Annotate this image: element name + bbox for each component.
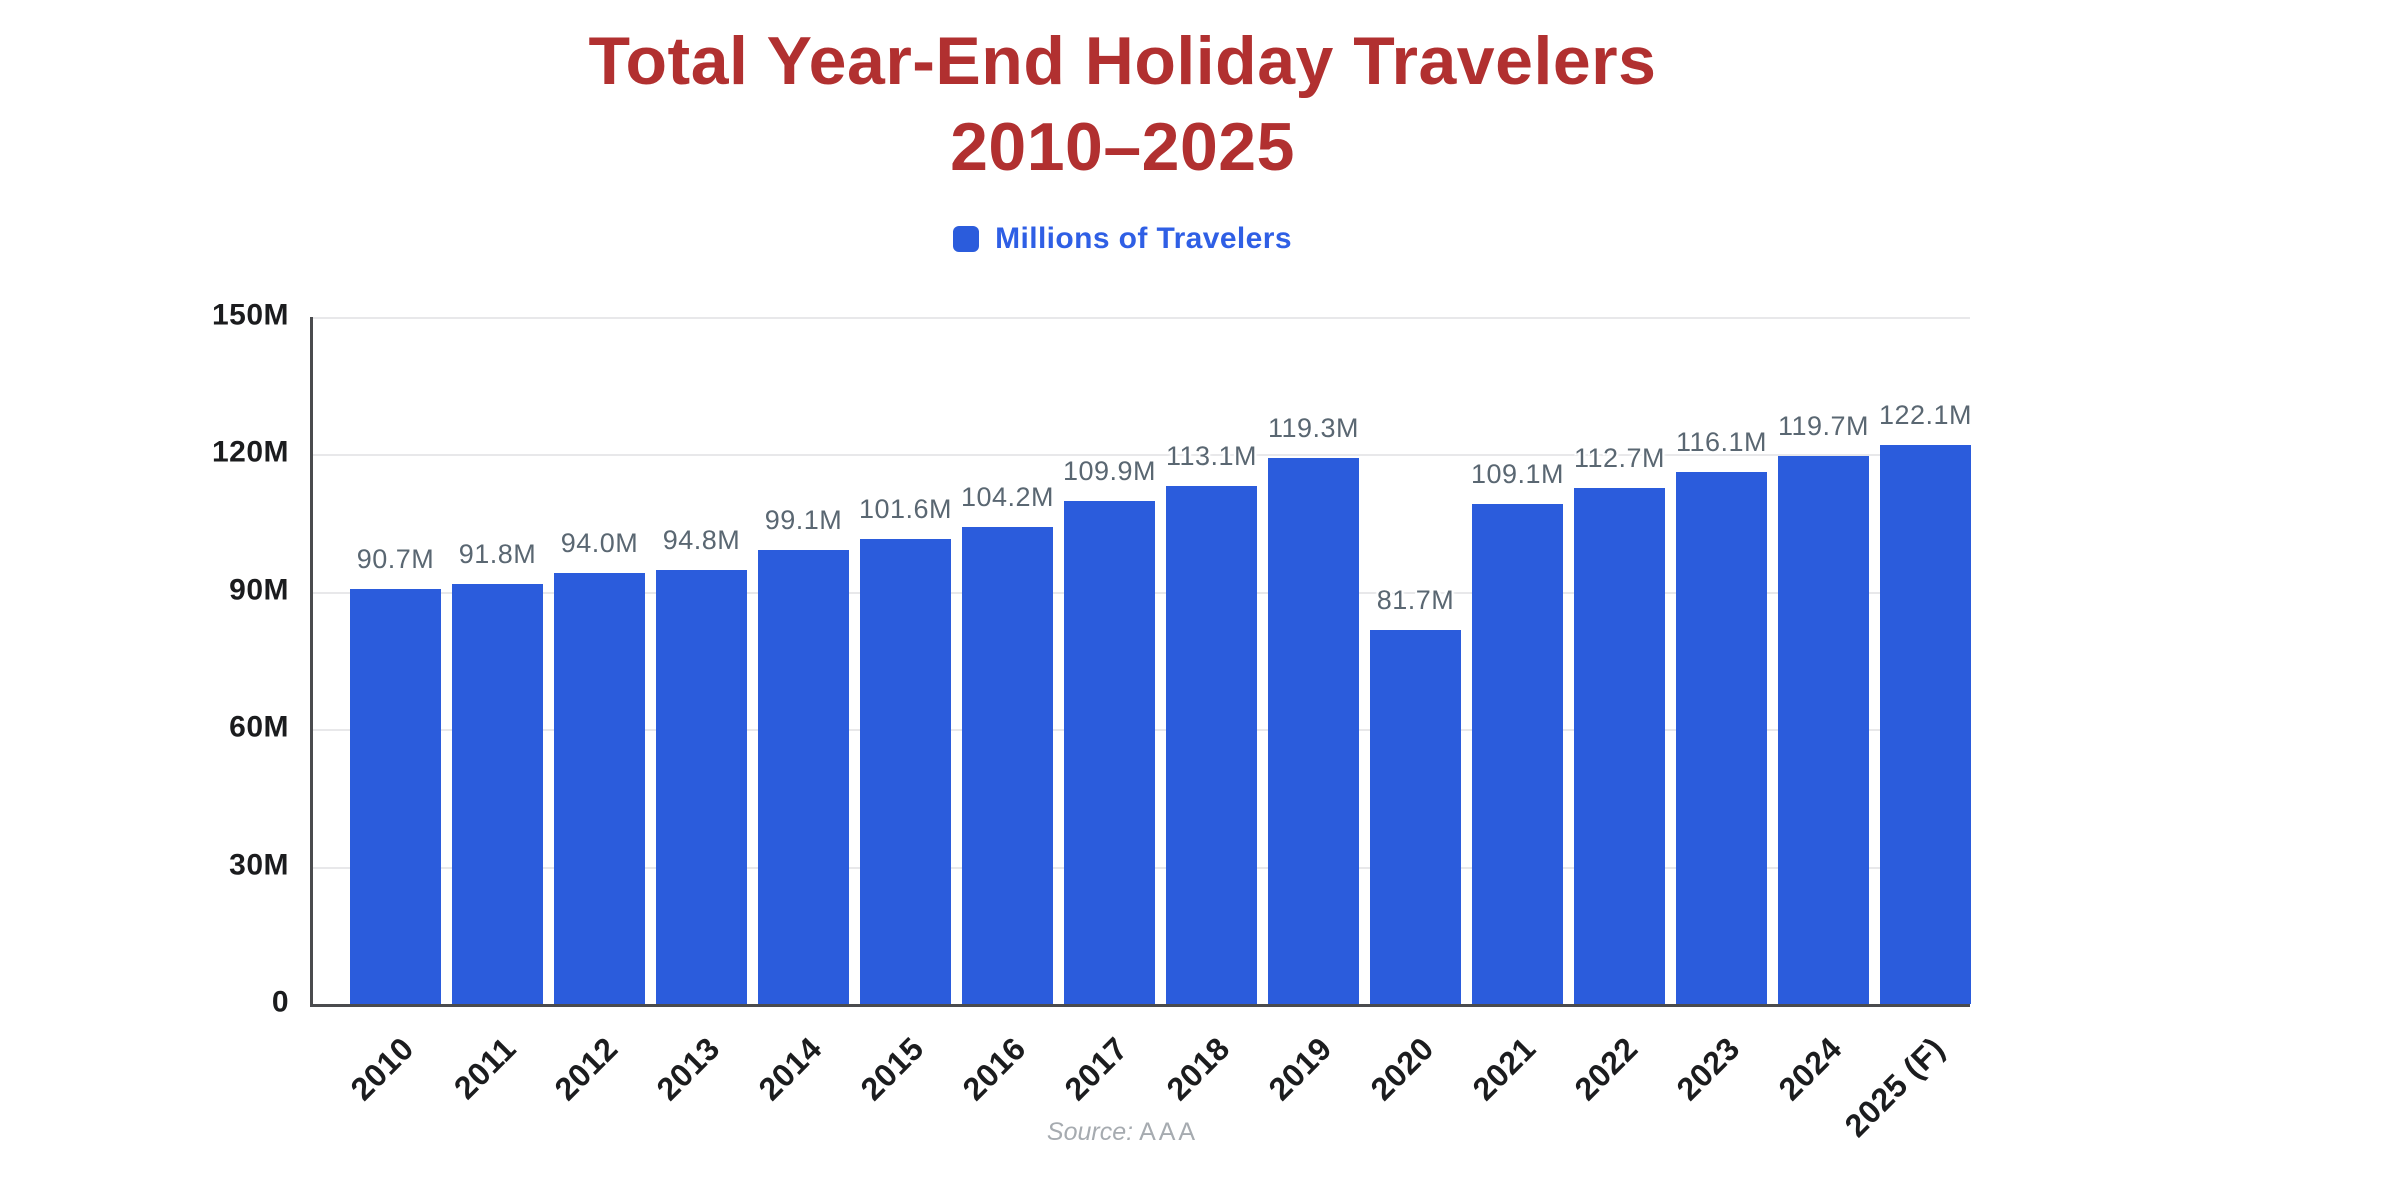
bar-2020 bbox=[1370, 629, 1461, 1004]
bar-cell-2024: 119.7M 2024 bbox=[1772, 317, 1870, 1107]
legend: Millions of Travelers bbox=[270, 222, 1975, 256]
bar-cell-2013: 94.8M 2013 bbox=[650, 317, 747, 1107]
gridline-120M bbox=[313, 454, 1970, 457]
bar-2025F bbox=[1880, 444, 1971, 1004]
y-tick-0: 0 bbox=[271, 985, 289, 1019]
x-tick-2021: 2021 bbox=[1465, 1030, 1543, 1108]
bar-cell-2014: 99.1M 2014 bbox=[752, 317, 849, 1107]
bar-cell-2010: 90.7M 2010 bbox=[344, 317, 441, 1107]
bar-value-label: 112.7M bbox=[1573, 442, 1666, 473]
bar-cell-2025F: 122.1M 2025 (F) bbox=[1837, 317, 1973, 1144]
x-tick-2010: 2010 bbox=[343, 1030, 421, 1108]
bar-value-label: 99.1M bbox=[764, 505, 843, 536]
x-tick-2024: 2024 bbox=[1771, 1030, 1849, 1108]
bar-value-label: 116.1M bbox=[1675, 427, 1768, 458]
bar-cell-2019: 119.3M 2019 bbox=[1262, 317, 1360, 1107]
legend-label: Millions of Travelers bbox=[995, 222, 1292, 255]
bar-value-label: 90.7M bbox=[356, 543, 435, 574]
bar-cell-2016: 104.2M 2016 bbox=[956, 317, 1055, 1107]
x-tick-2020: 2020 bbox=[1363, 1030, 1441, 1108]
bar-value-label: 94.0M bbox=[560, 528, 639, 559]
bar-value-label: 113.1M bbox=[1165, 441, 1258, 472]
bar-value-label: 81.7M bbox=[1376, 584, 1455, 615]
bar-value-label: 101.6M bbox=[858, 493, 953, 524]
bar-2014 bbox=[758, 550, 849, 1004]
x-tick-2015: 2015 bbox=[853, 1030, 931, 1108]
source-prefix: Source: bbox=[1046, 1118, 1134, 1146]
x-tick-2023: 2023 bbox=[1669, 1030, 1747, 1108]
bar-2010 bbox=[350, 588, 441, 1004]
bar-2013 bbox=[656, 569, 747, 1004]
bar-2015 bbox=[860, 538, 951, 1004]
bar-cell-2017: 109.9M 2017 bbox=[1058, 317, 1157, 1108]
bar-value-label: 104.2M bbox=[960, 481, 1055, 512]
bar-2017 bbox=[1064, 500, 1155, 1004]
bar-2024 bbox=[1778, 455, 1869, 1004]
source-value: AAA bbox=[1139, 1118, 1199, 1146]
bar-2011 bbox=[452, 583, 543, 1004]
y-tick-150M: 150M bbox=[211, 298, 289, 332]
bar-cell-2020: 81.7M 2020 bbox=[1364, 317, 1461, 1107]
bar-value-label: 119.7M bbox=[1777, 410, 1870, 441]
y-tick-30M: 30M bbox=[229, 848, 289, 882]
x-tick-2016: 2016 bbox=[955, 1030, 1033, 1108]
bar-cell-2011: 91.8M 2011 bbox=[447, 317, 543, 1106]
bar-value-label: 119.3M bbox=[1267, 412, 1360, 443]
x-tick-2012: 2012 bbox=[547, 1030, 625, 1108]
x-tick-2019: 2019 bbox=[1261, 1030, 1339, 1108]
bar-value-label: 109.1M bbox=[1470, 459, 1565, 490]
bar-2016 bbox=[962, 526, 1053, 1004]
bar-cell-2021: 109.1M 2021 bbox=[1466, 317, 1565, 1107]
y-tick-60M: 60M bbox=[229, 710, 289, 744]
chart-header: Total Year-End Holiday Travelers 2010–20… bbox=[270, 18, 1975, 256]
bar-2021 bbox=[1472, 504, 1563, 1004]
plot-area: 150M 120M 90M 60M 30M 0 90.7M 2010 91.8M 2011 94.… bbox=[212, 299, 1973, 1144]
x-tick-2022: 2022 bbox=[1567, 1030, 1645, 1108]
y-tick-120M: 120M bbox=[211, 436, 289, 470]
bar-2023 bbox=[1676, 472, 1767, 1004]
x-tick-2017: 2017 bbox=[1057, 1030, 1135, 1108]
bar-value-label: 122.1M bbox=[1878, 399, 1973, 430]
bar-cell-2018: 113.1M 2018 bbox=[1160, 317, 1258, 1107]
y-tick-90M: 90M bbox=[229, 573, 289, 607]
chart-title-line-2: 2010–2025 bbox=[950, 109, 1295, 185]
x-tick-2014: 2014 bbox=[751, 1030, 829, 1108]
bar-value-label: 94.8M bbox=[662, 524, 741, 555]
bar-2018 bbox=[1166, 486, 1257, 1004]
x-tick-2018: 2018 bbox=[1159, 1030, 1237, 1108]
x-tick-2013: 2013 bbox=[649, 1030, 727, 1108]
legend-swatch-icon bbox=[953, 226, 980, 252]
bar-cell-2015: 101.6M 2015 bbox=[854, 317, 953, 1108]
bar-cell-2022: 112.7M 2022 bbox=[1568, 317, 1666, 1107]
bar-2019 bbox=[1268, 457, 1359, 1004]
bar-value-label: 91.8M bbox=[458, 538, 537, 569]
bar-series: 90.7M 2010 91.8M 2011 94.0M 2012 94.8M 2013 99.1… bbox=[313, 317, 1973, 1144]
gridline-150M bbox=[313, 317, 1970, 319]
bar-2012 bbox=[554, 573, 645, 1004]
source-attribution: Source: AAA bbox=[270, 1118, 1975, 1147]
chart-title-line-1: Total Year-End Holiday Travelers bbox=[588, 23, 1657, 99]
bar-2022 bbox=[1574, 487, 1665, 1004]
x-tick-2011: 2011 bbox=[446, 1030, 523, 1106]
bar-cell-2012: 94.0M 2012 bbox=[548, 317, 645, 1107]
bar-cell-2023: 116.1M 2023 bbox=[1670, 317, 1768, 1107]
bar-value-label: 109.9M bbox=[1062, 455, 1157, 486]
